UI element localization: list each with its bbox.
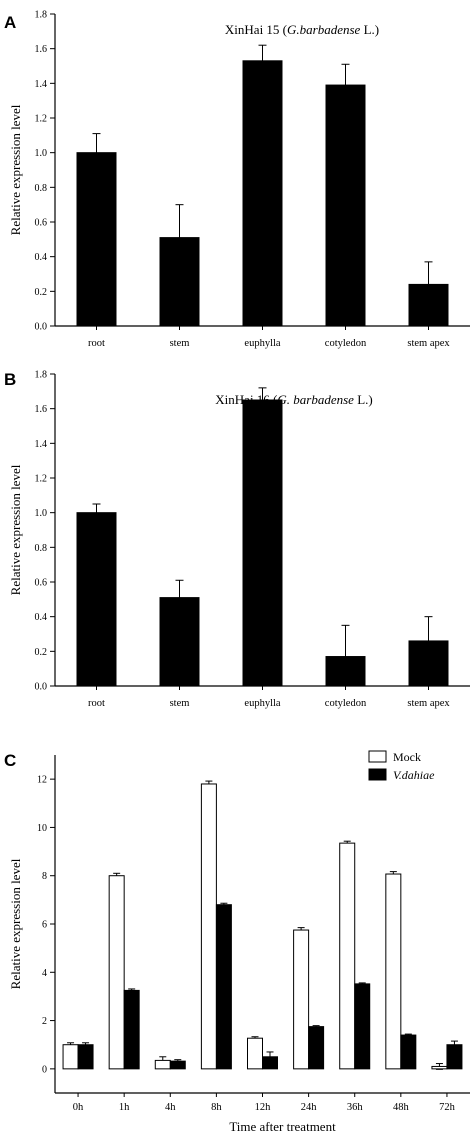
y-tick-label: 1.8 <box>35 370 48 381</box>
bar <box>446 1044 463 1070</box>
x-tick-label: root <box>88 698 105 709</box>
y-tick-label: 4 <box>42 968 47 979</box>
y-tick-label: 0.6 <box>35 578 48 589</box>
x-tick-label: 36h <box>347 1102 364 1113</box>
legend-swatch <box>368 768 387 781</box>
y-tick-label: 0.8 <box>35 183 48 194</box>
chart-panel-c: C 0 2 4 6 8 10 12 Relative expression level 0h 1h 4… <box>4 750 470 1134</box>
y-axis-label: Relative expression level <box>8 464 23 595</box>
y-tick-label: 0.2 <box>35 647 48 658</box>
bar <box>200 783 217 1070</box>
y-tick-label: 1.0 <box>35 148 48 159</box>
y-tick-label: 0.2 <box>35 287 48 298</box>
y-tick-label: 0.6 <box>35 218 48 229</box>
x-tick-label: euphylla <box>244 338 280 349</box>
x-tick-label: 1h <box>119 1102 130 1113</box>
bar <box>354 983 371 1070</box>
y-tick-label: 2 <box>42 1016 47 1027</box>
y-tick-label: 0.8 <box>35 543 48 554</box>
bar <box>159 597 200 687</box>
bar <box>169 1060 186 1070</box>
chart-title: XinHai 15 (G.barbadense L.) <box>225 22 379 37</box>
y-axis-label: Relative expression level <box>8 858 23 989</box>
y-tick-label: 1.6 <box>35 404 48 415</box>
bar <box>408 283 449 327</box>
x-tick-label: euphylla <box>244 698 280 709</box>
y-tick-label: 12 <box>37 775 47 786</box>
bar <box>154 1059 171 1070</box>
y-tick-label: 1.2 <box>35 474 48 485</box>
y-tick-label: 0.4 <box>35 612 48 623</box>
x-tick-label: root <box>88 338 105 349</box>
panel-label: C <box>4 751 16 770</box>
y-tick-label: 0 <box>42 1064 47 1075</box>
bar <box>247 1037 263 1070</box>
y-tick-label: 8 <box>42 871 47 882</box>
bar <box>325 656 366 687</box>
bar <box>215 904 232 1070</box>
y-tick-label: 1.0 <box>35 508 48 519</box>
y-axis-label: Relative expression level <box>8 104 23 235</box>
x-tick-label: stem <box>170 338 190 349</box>
chart-title: XinHai 16 (G. barbadense L.) <box>215 392 372 407</box>
x-tick-label: cotyledon <box>325 338 367 349</box>
y-tick-label: 1.4 <box>35 439 48 450</box>
y-tick-label: 0.0 <box>35 682 48 693</box>
legend-swatch <box>368 750 387 763</box>
bar <box>325 84 366 327</box>
bar <box>408 640 449 687</box>
bar <box>123 989 140 1070</box>
bar <box>385 873 402 1070</box>
bar <box>293 929 310 1070</box>
legend-label: V.dahiae <box>393 768 435 782</box>
bar <box>308 1026 325 1070</box>
chart-panel-a: A 0.0 0.2 0.4 0.6 0.8 1.0 1.2 1.4 1.6 1.8 Relative … <box>4 10 470 349</box>
y-tick-label: 10 <box>37 823 47 834</box>
x-axis-label: Time after treatment <box>229 1119 336 1134</box>
chart-panel-b: B 0.0 0.2 0.4 0.6 0.8 1.0 1.2 1.4 1.6 1.8 Relative … <box>4 370 470 709</box>
x-tick-label: stem apex <box>407 698 450 709</box>
x-tick-label: 0h <box>73 1102 84 1113</box>
bar <box>242 399 283 687</box>
bar <box>76 152 117 327</box>
bar <box>159 237 200 327</box>
x-tick-label: 24h <box>301 1102 318 1113</box>
x-tick-label: 48h <box>393 1102 410 1113</box>
x-tick-label: 8h <box>211 1102 222 1113</box>
bar <box>400 1034 417 1070</box>
bar <box>242 60 283 327</box>
bar <box>339 842 356 1070</box>
x-tick-label: stem apex <box>407 338 450 349</box>
x-tick-label: 72h <box>439 1102 456 1113</box>
y-tick-label: 6 <box>42 920 47 931</box>
x-tick-label: stem <box>170 698 190 709</box>
bar <box>77 1044 94 1070</box>
legend-label: Mock <box>393 750 421 764</box>
bar <box>108 875 125 1070</box>
bar <box>62 1044 79 1070</box>
y-tick-label: 1.6 <box>35 44 48 55</box>
y-tick-label: 0.0 <box>35 322 48 333</box>
bar <box>431 1065 448 1070</box>
x-tick-label: 12h <box>255 1102 272 1113</box>
x-tick-label: cotyledon <box>325 698 367 709</box>
y-tick-label: 0.4 <box>35 252 48 263</box>
y-tick-label: 1.4 <box>35 79 48 90</box>
y-tick-label: 1.8 <box>35 10 48 21</box>
panel-label: B <box>4 370 16 389</box>
bar <box>262 1056 278 1070</box>
x-tick-label: 4h <box>165 1102 176 1113</box>
y-tick-label: 1.2 <box>35 114 48 125</box>
panel-label: A <box>4 13 16 32</box>
bar <box>76 512 117 687</box>
